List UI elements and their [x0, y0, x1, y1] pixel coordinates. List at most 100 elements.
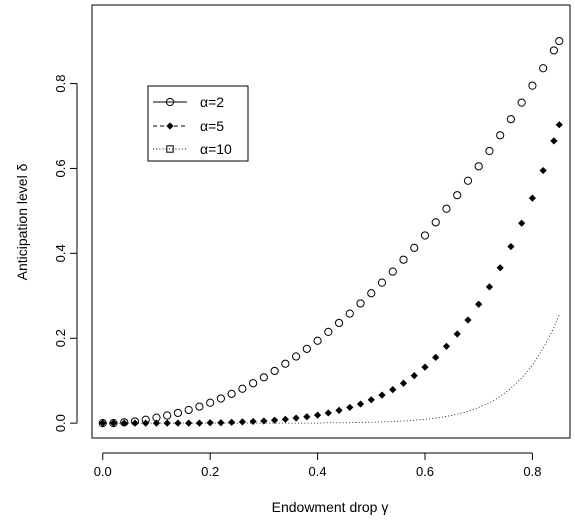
data-point — [389, 386, 397, 394]
y-tick-label: 0.4 — [53, 244, 68, 262]
data-point — [549, 46, 558, 55]
data-point — [345, 309, 354, 318]
data-point — [324, 327, 333, 336]
data-point — [303, 413, 311, 421]
legend: α=2 α=5 α=10 — [147, 85, 249, 162]
x-tick-label: 0.8 — [523, 464, 541, 479]
data-point — [517, 98, 526, 107]
data-point — [378, 391, 386, 399]
y-axis: 0.0 0.2 0.4 0.6 0.8 — [53, 74, 78, 432]
data-point — [356, 400, 365, 408]
data-point — [507, 242, 515, 251]
data-point — [420, 231, 430, 240]
data-point — [302, 344, 311, 353]
data-point — [228, 418, 236, 426]
data-point — [555, 121, 563, 129]
x-tick-label: 0.2 — [201, 464, 219, 479]
series-3 — [102, 314, 560, 424]
data-point — [206, 419, 214, 427]
data-point — [227, 389, 236, 398]
data-point — [475, 300, 483, 308]
data-point — [238, 384, 247, 393]
series-2 — [99, 121, 563, 427]
legend-label: α=5 — [200, 118, 224, 134]
y-tick-label: 0.8 — [53, 74, 68, 92]
data-point — [442, 204, 451, 213]
data-point — [313, 336, 322, 345]
data-point — [453, 191, 462, 200]
x-axis-title: Endowment drop γ — [272, 499, 389, 515]
data-point — [281, 359, 290, 368]
data-point — [271, 416, 279, 424]
data-point — [173, 408, 183, 418]
legend-marker — [165, 97, 175, 107]
data-point — [421, 363, 429, 371]
data-point — [431, 218, 440, 227]
data-point — [367, 396, 375, 404]
data-point — [249, 417, 257, 426]
x-tick-label: 0.6 — [416, 464, 434, 479]
data-point — [367, 289, 376, 298]
y-tick-label: 0.0 — [53, 414, 68, 432]
data-point — [528, 194, 537, 202]
data-point — [410, 243, 419, 252]
data-point — [496, 264, 504, 272]
y-tick-label: 0.6 — [53, 159, 68, 177]
legend-marker — [166, 145, 174, 153]
data-point — [550, 137, 558, 145]
data-point — [292, 414, 300, 422]
data-point — [216, 394, 225, 403]
data-point — [399, 255, 408, 264]
data-point — [377, 278, 387, 287]
plot-frame — [91, 4, 571, 439]
data-point — [464, 316, 472, 324]
data-point — [249, 379, 258, 388]
data-point — [506, 115, 516, 124]
data-point — [217, 419, 225, 427]
data-point — [238, 418, 246, 426]
data-point — [555, 36, 564, 46]
data-point — [528, 81, 537, 90]
legend-label: α=2 — [200, 94, 224, 110]
y-axis-title: Anticipation level δ — [14, 163, 30, 280]
data-point — [485, 146, 494, 156]
series-layer — [98, 36, 564, 428]
data-point — [463, 176, 473, 185]
data-point — [259, 373, 268, 382]
x-tick-label: 0.0 — [94, 464, 112, 479]
legend-label: α=10 — [200, 141, 232, 157]
data-point — [260, 417, 268, 425]
data-point — [195, 402, 204, 411]
data-point — [335, 406, 343, 415]
data-point — [313, 411, 322, 419]
legend-marker — [166, 122, 174, 130]
data-point — [496, 131, 505, 140]
data-point — [485, 283, 494, 291]
data-point — [120, 419, 128, 427]
data-point — [334, 318, 344, 328]
data-point — [152, 419, 161, 427]
data-point — [291, 352, 301, 361]
data-point — [346, 403, 354, 412]
data-point — [356, 299, 365, 308]
data-point — [270, 366, 279, 376]
data-point — [388, 267, 397, 276]
data-point — [432, 353, 440, 361]
data-point — [174, 419, 182, 427]
data-point — [324, 409, 332, 417]
data-point — [281, 415, 289, 423]
data-point — [539, 64, 548, 73]
data-point — [185, 419, 193, 427]
series-line — [102, 314, 560, 424]
data-point — [184, 405, 193, 415]
data-point — [453, 330, 461, 338]
data-point — [163, 411, 172, 420]
legend-box — [147, 85, 249, 162]
data-point — [410, 371, 418, 380]
data-point — [518, 219, 526, 227]
x-axis: 0.0 0.2 0.4 0.6 0.8 — [94, 452, 541, 479]
data-point — [109, 419, 118, 427]
x-tick-label: 0.4 — [309, 464, 327, 479]
y-tick-label: 0.2 — [53, 329, 68, 347]
